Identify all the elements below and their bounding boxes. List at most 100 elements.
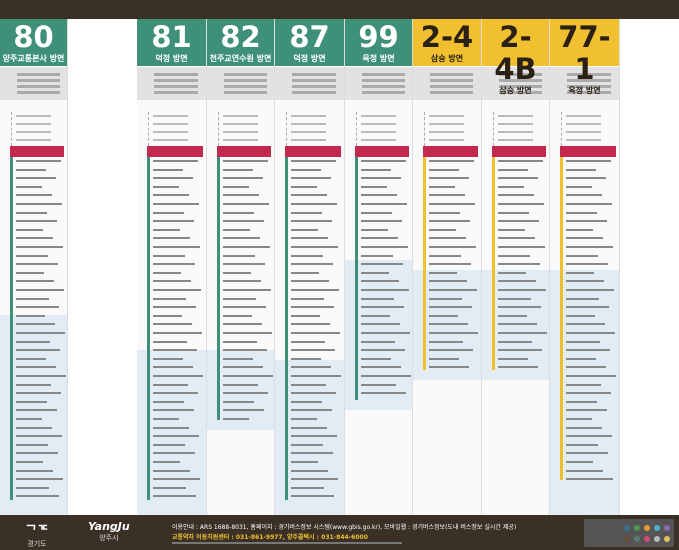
stop-label <box>16 426 53 429</box>
stop-label <box>566 426 603 429</box>
stop-label <box>291 220 333 223</box>
stop-label <box>361 115 396 117</box>
route-direction: 천주교연수원 방면 <box>209 54 272 63</box>
stop-label <box>16 289 64 291</box>
route-header[interactable]: 99 옥정 방면 <box>345 19 412 66</box>
stop-label <box>498 332 547 334</box>
stop-label <box>361 357 391 360</box>
stop-label <box>566 452 608 455</box>
stop-label <box>566 297 600 300</box>
legend-dot <box>624 536 630 542</box>
stop-label <box>223 418 249 420</box>
stop-label <box>223 297 257 300</box>
stop-label <box>223 220 265 223</box>
stop-label <box>566 220 608 223</box>
yangju-label: 양주시 <box>99 534 119 542</box>
stop-label <box>429 228 456 231</box>
stop-label <box>223 409 264 412</box>
stop-label <box>498 203 544 205</box>
stop-label <box>153 461 180 463</box>
stop-label <box>16 194 52 197</box>
stop-label <box>291 280 329 283</box>
stop-label <box>16 228 43 231</box>
stop-label <box>153 185 179 188</box>
legend-dot <box>644 536 650 542</box>
stop-label <box>16 495 59 498</box>
stop-label <box>429 123 464 125</box>
route-diagram <box>137 100 206 515</box>
stop-label <box>16 392 62 395</box>
route-header[interactable]: 2-4 삼숭 방면 <box>413 19 481 66</box>
stop-label <box>223 211 255 214</box>
stop-label <box>566 383 602 386</box>
route-header[interactable]: 82 천주교연수원 방면 <box>207 19 274 66</box>
previous-stops-line <box>11 112 12 146</box>
stop-label <box>429 220 471 223</box>
stop-label <box>223 349 268 352</box>
stop-label <box>566 435 613 438</box>
stop-label <box>223 194 259 197</box>
stop-label <box>291 400 322 403</box>
stop-label <box>498 194 534 197</box>
stop-label <box>16 340 51 343</box>
stop-label <box>566 340 601 343</box>
stop-label <box>291 486 324 489</box>
current-stop-bar <box>423 146 478 157</box>
stop-label <box>16 139 51 141</box>
stop-label <box>223 332 272 334</box>
stop-label <box>153 177 194 180</box>
stop-label <box>429 323 468 326</box>
current-stop-bar <box>217 146 271 157</box>
stop-label <box>498 323 537 326</box>
stop-label <box>429 340 464 343</box>
legend-dot <box>624 525 630 531</box>
route-diagram <box>345 100 412 515</box>
current-stop-bar <box>560 146 616 157</box>
stop-label <box>498 168 529 171</box>
route-direction: 덕정 방면 <box>293 54 326 63</box>
legend <box>584 519 674 547</box>
stop-label <box>153 486 186 489</box>
current-stop-bar <box>355 146 409 157</box>
stop-label <box>566 314 595 317</box>
stop-label <box>498 314 527 317</box>
previous-stops-line <box>286 112 287 146</box>
stop-label <box>429 280 467 283</box>
current-stop-bar <box>147 146 203 157</box>
stop-label <box>361 177 402 180</box>
stop-label <box>223 280 261 283</box>
stop-label <box>429 314 458 317</box>
stop-label <box>16 271 44 274</box>
stop-label <box>153 228 180 231</box>
stop-label <box>291 246 338 248</box>
stop-label <box>291 123 326 125</box>
stop-label <box>153 254 186 257</box>
route-diagram <box>207 100 274 515</box>
route-header[interactable]: 80 양주교통본사 방면 <box>0 19 67 66</box>
stop-label <box>16 443 48 446</box>
route-header[interactable]: 81 덕정 방면 <box>137 19 206 66</box>
stop-label <box>498 115 533 117</box>
stop-label <box>566 392 612 395</box>
footer-note <box>172 542 402 544</box>
route-direction: 옥정 방면 <box>568 86 601 95</box>
route-header[interactable]: 77-1 옥정 방면 <box>550 19 619 95</box>
route-header[interactable]: 87 덕정 방면 <box>275 19 344 66</box>
stop-label <box>498 228 525 231</box>
stop-label <box>291 366 331 369</box>
schedule-info <box>0 66 67 100</box>
route-header[interactable]: 2-4B 삼숭 방면 <box>482 19 549 95</box>
stop-label <box>16 115 51 117</box>
stop-label <box>223 340 258 343</box>
stop-label <box>291 160 336 162</box>
route-number: 2-4B <box>494 20 537 86</box>
stop-label <box>498 280 536 283</box>
stop-label <box>498 306 542 309</box>
route-diagram <box>482 100 549 515</box>
schedule-info <box>137 66 206 100</box>
route-column-81: 81 덕정 방면 <box>137 19 207 515</box>
stop-label <box>429 357 459 360</box>
stop-label <box>153 478 201 481</box>
stop-label <box>361 123 396 125</box>
stop-label <box>291 349 336 352</box>
